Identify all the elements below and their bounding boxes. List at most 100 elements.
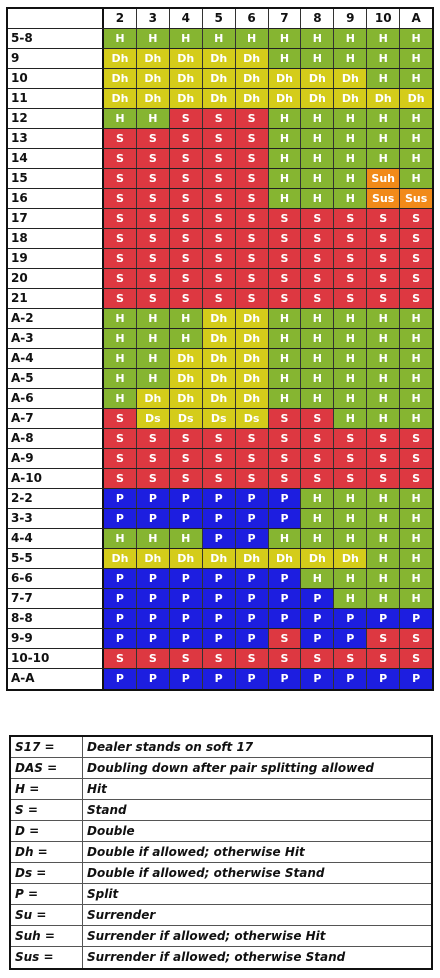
- action-cell: S: [367, 469, 401, 488]
- action-cell: Dh: [136, 89, 170, 108]
- action-cell: Dh: [268, 549, 302, 568]
- player-hand-label: 9-9: [8, 629, 104, 648]
- action-cell: P: [136, 609, 170, 628]
- action-cell: S: [334, 229, 368, 248]
- player-hand-label: 11: [8, 89, 104, 108]
- player-hand-label: A-2: [8, 309, 104, 328]
- action-cell: H: [400, 489, 433, 508]
- action-cell: S: [301, 269, 335, 288]
- player-hand-label: 19: [8, 249, 104, 268]
- action-cell: H: [400, 529, 433, 548]
- action-cell: S: [268, 449, 302, 468]
- action-cell: Dh: [202, 89, 236, 108]
- action-cell: P: [202, 509, 236, 528]
- action-cell: H: [400, 349, 433, 368]
- action-cell: S: [202, 209, 236, 228]
- action-cell: H: [334, 309, 368, 328]
- player-hand-label: 20: [8, 269, 104, 288]
- action-cell: S: [169, 109, 203, 128]
- action-cell: H: [268, 169, 302, 188]
- action-cell: P: [400, 609, 433, 628]
- action-cell: P: [334, 669, 368, 689]
- action-cell: Ds: [202, 409, 236, 428]
- action-cell: H: [268, 129, 302, 148]
- action-cell: S: [235, 429, 269, 448]
- action-cell: H: [400, 69, 433, 88]
- action-cell: Dh: [202, 389, 236, 408]
- player-hand-label: 5-5: [8, 549, 104, 568]
- player-hand-label: A-10: [8, 469, 104, 488]
- action-cell: H: [301, 29, 335, 48]
- action-cell: S: [169, 269, 203, 288]
- action-cell: S: [268, 229, 302, 248]
- action-cell: P: [334, 629, 368, 648]
- legend-description: Surrender: [87, 908, 156, 922]
- action-cell: H: [400, 169, 433, 188]
- hand-row: 10 Dh Dh Dh Dh Dh Dh Dh Dh H H: [8, 69, 433, 89]
- action-cell: S: [169, 249, 203, 268]
- action-cell: H: [400, 549, 433, 568]
- action-cell: S: [136, 209, 170, 228]
- player-hand-label: 4-4: [8, 529, 104, 548]
- action-cell: S: [301, 229, 335, 248]
- action-cell: P: [104, 489, 137, 508]
- hand-row: 5-8 H H H H H H H H H H: [8, 29, 433, 49]
- player-hand-label: 10-10: [8, 649, 104, 668]
- action-cell: S: [202, 169, 236, 188]
- action-cell: H: [334, 149, 368, 168]
- action-cell: H: [268, 389, 302, 408]
- action-cell: S: [104, 429, 137, 448]
- action-cell: P: [169, 629, 203, 648]
- legend-key: Suh =: [11, 926, 83, 946]
- hand-row: A-2 H H H Dh Dh H H H H H: [8, 309, 433, 329]
- action-cell: S: [301, 649, 335, 668]
- action-cell: Dh: [169, 549, 203, 568]
- action-cell: H: [301, 329, 335, 348]
- action-cell: P: [400, 669, 433, 689]
- dealer-card: 8: [301, 9, 335, 28]
- action-cell: H: [367, 529, 401, 548]
- action-cell: S: [235, 209, 269, 228]
- action-cell: H: [367, 349, 401, 368]
- action-cell: S: [367, 269, 401, 288]
- action-cell: P: [202, 629, 236, 648]
- action-cell: S: [400, 629, 433, 648]
- legend-row: Su = Surrender: [11, 905, 431, 926]
- action-cell: S: [235, 109, 269, 128]
- legend-description: Double: [87, 824, 135, 838]
- hand-row: A-6 H Dh Dh Dh Dh H H H H H: [8, 389, 433, 409]
- action-cell: H: [400, 109, 433, 128]
- action-cell: P: [202, 609, 236, 628]
- action-cell: Dh: [334, 89, 368, 108]
- player-hand-label: 10: [8, 69, 104, 88]
- legend-row: S = Stand: [11, 800, 431, 821]
- action-cell: Dh: [334, 69, 368, 88]
- action-cell: H: [301, 129, 335, 148]
- hand-row: 13 S S S S S H H H H H: [8, 129, 433, 149]
- action-cell: Dh: [235, 309, 269, 328]
- action-cell: S: [104, 229, 137, 248]
- player-hand-label: 5-8: [8, 29, 104, 48]
- action-cell: P: [136, 669, 170, 689]
- action-cell: S: [169, 449, 203, 468]
- player-hand-label: 17: [8, 209, 104, 228]
- action-cell: Dh: [235, 69, 269, 88]
- action-cell: S: [202, 129, 236, 148]
- legend-row: Suh = Surrender if allowed; otherwise Hit: [11, 926, 431, 947]
- action-cell: S: [400, 649, 433, 668]
- dealer-card: 7: [268, 9, 302, 28]
- hand-row: 5-5 Dh Dh Dh Dh Dh Dh Dh Dh H H: [8, 549, 433, 569]
- action-cell: S: [334, 209, 368, 228]
- action-cell: S: [202, 189, 236, 208]
- action-cell: P: [104, 509, 137, 528]
- action-cell: H: [268, 149, 302, 168]
- action-cell: Ds: [235, 409, 269, 428]
- player-hand-label: 15: [8, 169, 104, 188]
- action-cell: H: [400, 389, 433, 408]
- action-cell: S: [136, 469, 170, 488]
- action-cell: S: [301, 289, 335, 308]
- action-cell: P: [136, 489, 170, 508]
- action-cell: H: [367, 29, 401, 48]
- hand-row: A-9 S S S S S S S S S S: [8, 449, 433, 469]
- hand-row: 3-3 P P P P P P H H H H: [8, 509, 433, 529]
